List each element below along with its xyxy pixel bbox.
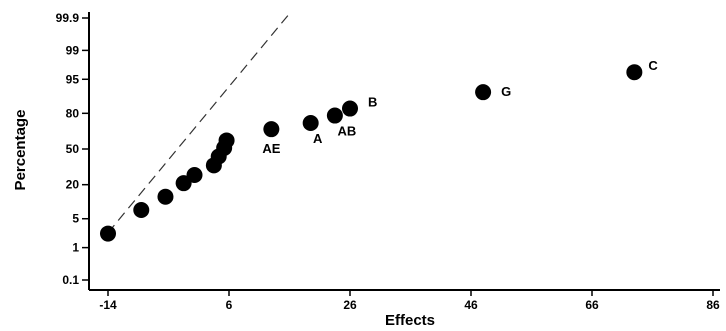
point-labels: AE A AB B G C [262,58,658,156]
data-point [133,202,150,219]
data-point [175,175,192,192]
x-tick-label: 66 [585,298,599,312]
point-label: G [501,84,511,99]
data-point [302,115,319,132]
x-tick-label: 86 [706,298,720,312]
data-point [326,107,343,124]
x-tick-label: 26 [343,298,357,312]
y-tick-label: 1 [72,241,79,255]
point-label: A [313,131,323,146]
x-axis-title: Effects [385,312,435,329]
y-tick-label: 50 [66,142,80,156]
data-point [186,166,203,183]
y-axis-title: Percentage [12,110,29,191]
reference-line [107,13,290,234]
data-point [100,225,116,242]
data-points [100,64,643,242]
data-point [626,64,643,81]
data-point [342,100,358,117]
x-tick-label: -14 [99,298,117,312]
y-tick-label: 99 [66,43,80,57]
x-tick-label: 6 [226,298,233,312]
data-point [475,84,492,101]
y-tick-label: 5 [72,212,79,226]
y-tick-label: 99.9 [56,11,80,25]
x-tick-label: 46 [464,298,478,312]
point-label: B [368,95,377,110]
y-tick-label: 0.1 [62,273,79,287]
point-label: C [648,58,658,73]
data-point [218,132,235,149]
point-label: AE [262,141,280,156]
plot-frame [88,12,720,291]
y-tick-label: 20 [66,178,80,192]
data-point [157,188,174,205]
point-label: AB [337,124,356,139]
x-axis-ticks: -14 6 26 46 66 86 [99,290,720,312]
y-tick-label: 80 [66,106,80,120]
y-axis-ticks: 0.1 1 5 20 50 80 95 99 99.9 [56,11,89,287]
data-point [263,121,280,138]
y-tick-label: 95 [66,72,80,86]
